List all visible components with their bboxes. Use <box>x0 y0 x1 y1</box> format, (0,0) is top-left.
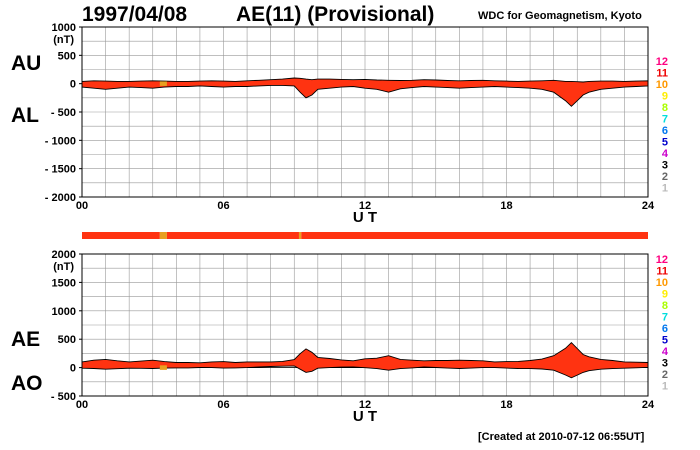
y-tick-label: - 500 <box>51 391 76 403</box>
au-label: AU <box>11 52 42 75</box>
flag-patch <box>159 81 167 86</box>
x-tick-label: 12 <box>359 200 371 212</box>
ao-label: AO <box>11 372 43 395</box>
station-count-label: 3 <box>662 160 668 172</box>
flag-segment <box>301 232 648 239</box>
station-count-label: 8 <box>662 300 668 312</box>
station-count-label: 1 <box>662 381 668 393</box>
station-count-label: 11 <box>656 266 668 278</box>
station-count-label: 1 <box>662 183 668 195</box>
x-tick-label: 18 <box>500 399 512 411</box>
x-tick-label: 06 <box>217 200 229 212</box>
y-unit-label: (nT) <box>53 261 74 273</box>
station-count-label: 5 <box>662 137 668 149</box>
station-count-label: 12 <box>656 56 668 68</box>
station-count-label: 4 <box>662 346 669 358</box>
date-title: 1997/04/08 <box>82 3 188 26</box>
created-timestamp: [Created at 2010-07-12 06:55UT] <box>478 431 645 443</box>
station-count-label: 8 <box>662 102 668 114</box>
data-flag-bar <box>82 232 648 239</box>
y-tick-label: - 1500 <box>45 164 76 176</box>
flag-segment <box>298 232 302 239</box>
y-tick-label: 500 <box>58 50 76 62</box>
station-count-label: 2 <box>662 171 668 183</box>
station-count-label: 6 <box>662 323 668 335</box>
station-count-label: 9 <box>662 91 668 103</box>
y-tick-label: 1000 <box>52 22 76 34</box>
station-count-label: 2 <box>662 369 668 381</box>
x-axis-label: U T <box>353 408 377 425</box>
x-tick-label: 12 <box>359 399 371 411</box>
organization-label: WDC for Geomagnetism, Kyoto <box>478 10 642 22</box>
flag-segment <box>166 232 299 239</box>
y-tick-label: - 500 <box>51 107 76 119</box>
chart-title: AE(11) (Provisional) <box>236 3 435 26</box>
station-count-label: 10 <box>656 79 668 91</box>
y-tick-label: 1500 <box>52 277 76 289</box>
y-tick-label: 1000 <box>52 306 76 318</box>
x-tick-label: 24 <box>642 200 655 212</box>
y-tick-label: - 2000 <box>45 192 76 204</box>
station-count-label: 9 <box>662 289 668 301</box>
flag-patch <box>159 365 167 370</box>
station-count-label: 11 <box>656 68 668 80</box>
y-tick-label: - 1000 <box>45 135 76 147</box>
station-count-label: 7 <box>662 312 668 324</box>
station-count-label: 3 <box>662 358 668 370</box>
x-tick-label: 00 <box>76 399 88 411</box>
y-tick-label: 500 <box>58 334 76 346</box>
au-al-panel: 1000 500 0 - 500 - 1000 - 1500 - 2000 (nT) 00 06 1… <box>45 22 669 226</box>
station-count-label: 5 <box>662 335 668 347</box>
ae-ao-frame <box>81 253 649 397</box>
x-tick-label: 06 <box>217 399 229 411</box>
flag-segment <box>82 232 160 239</box>
station-count-label: 12 <box>656 254 668 266</box>
station-count-label: 10 <box>656 277 668 289</box>
x-axis-label: U T <box>353 209 377 226</box>
y-tick-label: 0 <box>70 363 76 375</box>
y-tick-label: 2000 <box>52 249 76 261</box>
y-unit-label: (nT) <box>53 34 74 46</box>
flag-segment <box>159 232 167 239</box>
x-tick-label: 24 <box>642 399 655 411</box>
y-tick-label: 0 <box>70 79 76 91</box>
x-tick-label: 00 <box>76 200 88 212</box>
x-tick-label: 18 <box>500 200 512 212</box>
ae-label: AE <box>11 328 41 351</box>
station-count-label: 7 <box>662 114 668 126</box>
station-count-label: 6 <box>662 125 668 137</box>
station-count-label: 4 <box>662 148 669 160</box>
al-label: AL <box>11 104 39 127</box>
